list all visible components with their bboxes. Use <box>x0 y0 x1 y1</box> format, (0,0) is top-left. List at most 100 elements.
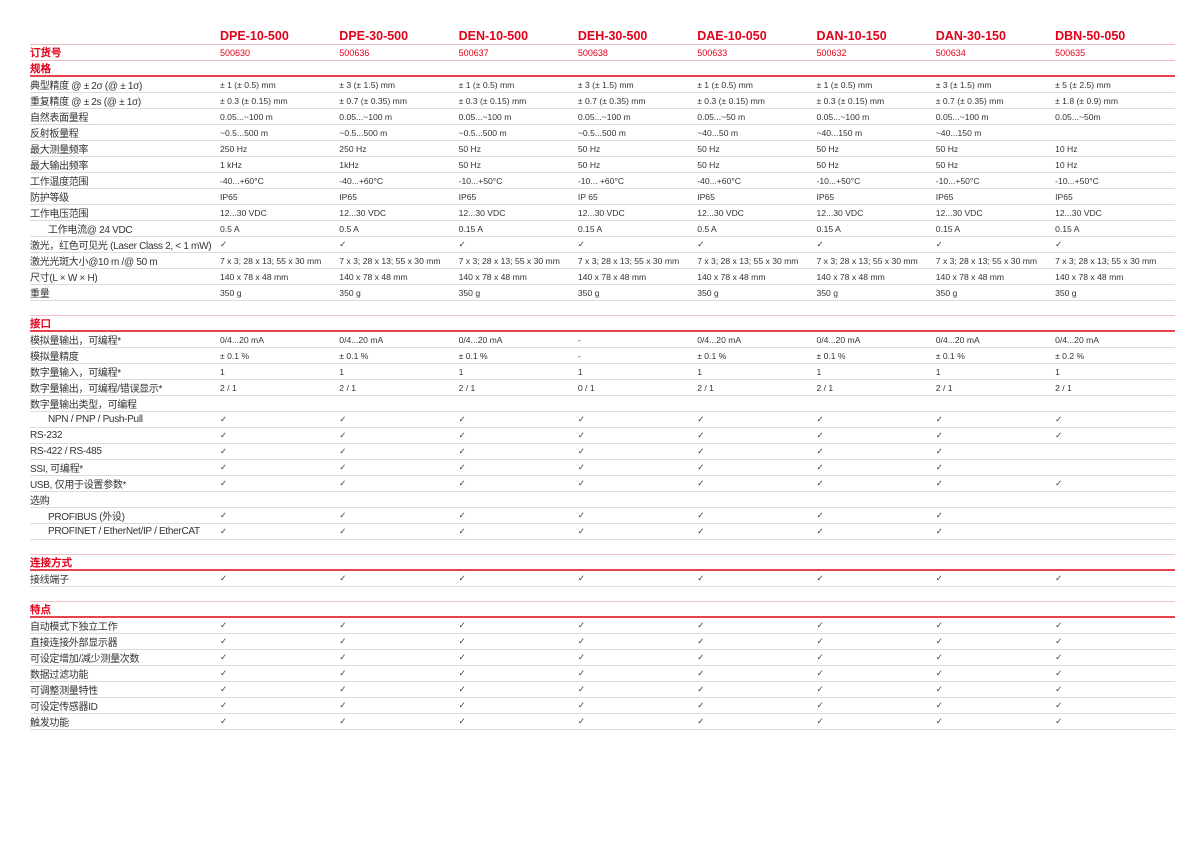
check-icon: ✓ <box>697 239 705 249</box>
table-cell: ± 0.1 % <box>458 350 488 361</box>
check-icon: ✓ <box>1055 573 1063 583</box>
table-cell: 0.05...~100 m <box>935 111 989 122</box>
check-icon: ✓ <box>697 668 705 678</box>
table-cell: 7 x 3; 28 x 13; 55 x 30 mm <box>577 255 680 266</box>
row-label: 反射板量程 <box>30 129 79 140</box>
table-cell: ~40...150 m <box>816 127 863 138</box>
table-cell: 250 Hz <box>339 143 367 154</box>
table-cell: 1 <box>816 366 822 377</box>
check-icon: ✓ <box>1055 620 1063 630</box>
check-icon: ✓ <box>697 573 705 583</box>
row-label: 模拟量输出，可编程* <box>30 336 121 347</box>
check-icon: ✓ <box>816 684 824 694</box>
check-icon: ✓ <box>339 510 347 520</box>
check-icon: ✓ <box>1055 636 1063 646</box>
check-icon: ✓ <box>697 716 705 726</box>
table-row: RS-422 / RS-485 ✓ ✓ ✓ ✓ ✓ ✓ ✓ <box>30 444 1175 460</box>
table-row: 反射板量程 ~0.5...500 m ~0.5...500 m ~0.5...5… <box>30 125 1175 141</box>
check-icon: ✓ <box>697 684 705 694</box>
check-icon: ✓ <box>1055 684 1063 694</box>
table-cell: ± 0.3 (± 0.15) mm <box>458 95 527 106</box>
check-icon: ✓ <box>220 636 228 646</box>
table-cell: 7 x 3; 28 x 13; 55 x 30 mm <box>1055 255 1157 266</box>
section-title: 接口 <box>30 317 51 330</box>
table-row: 自动模式下独立工作 ✓ ✓ ✓ ✓ ✓ ✓ ✓ ✓ <box>30 618 1175 634</box>
spec-table: DPE-10-500 DPE-30-500 DEN-10-500 DEH-30-500… <box>30 27 1175 730</box>
table-cell: 140 x 78 x 48 mm <box>220 271 289 282</box>
table-cell: ± 1 (± 0.5) mm <box>816 79 873 90</box>
row-label: RS-422 / RS-485 <box>30 446 102 457</box>
table-cell: 140 x 78 x 48 mm <box>339 271 408 282</box>
table-row: 可设定增加/减少测量次数 ✓ ✓ ✓ ✓ ✓ ✓ ✓ ✓ <box>30 650 1175 666</box>
table-row: 数据过滤功能 ✓ ✓ ✓ ✓ ✓ ✓ ✓ ✓ <box>30 666 1175 682</box>
check-icon: ✓ <box>697 700 705 710</box>
table-cell: 1 kHz <box>220 159 242 170</box>
check-icon: ✓ <box>577 573 586 583</box>
table-row: 接线端子 ✓ ✓ ✓ ✓ ✓ ✓ ✓ ✓ <box>30 571 1175 587</box>
order-number: 500638 <box>577 47 608 58</box>
table-row: 典型精度 @ ± 2σ (@ ± 1σ) ± 1 (± 0.5) mm ± 3 (±… <box>30 77 1175 93</box>
section-header: 规格 <box>30 61 1175 77</box>
row-label: PROFIBUS (外设) <box>48 512 125 523</box>
check-icon: ✓ <box>816 700 824 710</box>
table-cell: 10 Hz <box>1055 159 1078 170</box>
table-cell: ~0.5...500 m <box>339 127 388 138</box>
check-icon: ✓ <box>458 446 466 456</box>
row-label: 直接连接外部显示器 <box>30 638 118 649</box>
table-cell: 0.05...~100 m <box>458 111 512 122</box>
check-icon: ✓ <box>220 652 228 662</box>
table-row: 激光，红色可见光 (Laser Class 2, < 1 mW) ✓ ✓ ✓ ✓ ✓ ✓ ✓ ✓ <box>30 237 1175 253</box>
table-row: 工作电压范围 12...30 VDC 12...30 VDC 12...30 VDC 1… <box>30 205 1175 221</box>
table-cell: 12...30 VDC <box>935 207 983 218</box>
section-title: 特点 <box>30 603 51 616</box>
table-cell: ± 0.1 % <box>816 350 846 361</box>
check-icon: ✓ <box>935 700 943 710</box>
check-icon: ✓ <box>339 668 347 678</box>
check-icon: ✓ <box>816 668 824 678</box>
table-cell: 0.05...~100 m <box>339 111 393 122</box>
check-icon: ✓ <box>220 414 228 424</box>
table-cell: 0/4...20 mA <box>935 334 980 345</box>
check-icon: ✓ <box>935 636 943 646</box>
row-label: 自然表面量程 <box>30 113 89 124</box>
model-name: DAN-10-150 <box>816 28 887 43</box>
table-cell: -10...+50°C <box>816 175 861 186</box>
row-label: 可设定传感器ID <box>30 702 98 713</box>
table-cell: 2 / 1 <box>458 382 476 393</box>
table-cell: ~0.5...500 m <box>577 127 626 138</box>
check-icon: ✓ <box>697 446 705 456</box>
table-row: 尺寸(L × W × H) 140 x 78 x 48 mm 140 x 78 x … <box>30 269 1175 285</box>
check-icon: ✓ <box>935 620 943 630</box>
check-icon: ✓ <box>816 430 824 440</box>
check-icon: ✓ <box>458 478 466 488</box>
row-label: 可调整测量特性 <box>30 686 98 697</box>
check-icon: ✓ <box>220 526 228 536</box>
row-label: 尺寸(L × W × H) <box>30 273 98 284</box>
table-cell: ± 0.3 (± 0.15) mm <box>220 95 288 106</box>
check-icon: ✓ <box>935 716 943 726</box>
check-icon: ✓ <box>339 652 347 662</box>
row-label: 自动模式下独立工作 <box>30 622 118 633</box>
table-cell: ± 1 (± 0.5) mm <box>697 79 753 90</box>
table-cell: 1kHz <box>339 159 359 170</box>
table-cell: ± 0.1 % <box>697 350 727 361</box>
check-icon: ✓ <box>816 526 824 536</box>
check-icon: ✓ <box>935 478 943 488</box>
check-icon: ✓ <box>339 573 347 583</box>
check-icon: ✓ <box>1055 430 1063 440</box>
order-number: 500637 <box>458 47 489 58</box>
table-cell: ± 3 (± 1.5) mm <box>577 79 634 90</box>
table-row: 模拟量精度 ± 0.1 % ± 0.1 % ± 0.1 % - ± 0.1 % ± 0.1 … <box>30 348 1175 364</box>
table-cell: 50 Hz <box>697 143 720 154</box>
check-icon: ✓ <box>339 414 347 424</box>
table-cell: 12...30 VDC <box>220 207 267 218</box>
table-cell: 10 Hz <box>1055 143 1078 154</box>
row-label: USB, 仅用于设置参数* <box>30 480 127 491</box>
table-cell: 50 Hz <box>935 143 959 154</box>
check-icon: ✓ <box>935 430 943 440</box>
check-icon: ✓ <box>220 700 228 710</box>
order-number: 500630 <box>220 47 251 58</box>
table-cell: 250 Hz <box>220 143 248 154</box>
check-icon: ✓ <box>339 462 347 472</box>
check-icon: ✓ <box>339 446 347 456</box>
